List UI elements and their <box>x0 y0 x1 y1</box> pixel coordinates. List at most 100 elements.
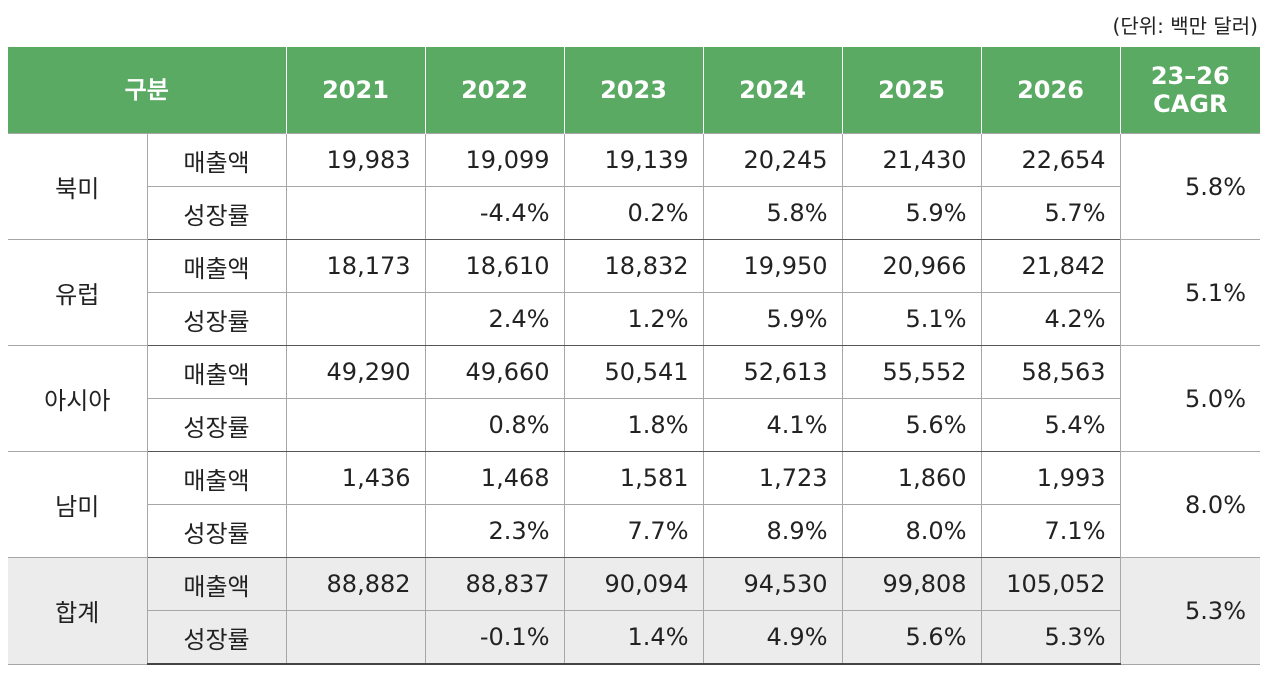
growth-value: 8.9% <box>702 504 843 558</box>
sales-value: 1,468 <box>424 451 565 505</box>
header-year: 2025 <box>841 47 982 134</box>
region-name: 합계 <box>8 557 148 665</box>
growth-value: -0.1% <box>424 610 565 665</box>
growth-value: 5.6% <box>841 398 982 452</box>
growth-value: 4.1% <box>702 398 843 452</box>
table-row-growth: 성장률 2.3% 7.7% 8.9% 8.0% 7.1% <box>8 504 1260 558</box>
cagr-value: 5.1% <box>1119 239 1261 346</box>
header-category: 구분 <box>8 47 287 134</box>
header-row: 구분 2021 2022 2023 2024 2025 2026 23–26 C… <box>8 47 1261 134</box>
sales-value: 18,832 <box>563 239 704 293</box>
sales-value: 94,530 <box>702 557 843 611</box>
growth-value: 2.4% <box>424 292 565 346</box>
sales-value: 20,966 <box>841 239 982 293</box>
growth-value: 0.8% <box>424 398 565 452</box>
growth-value <box>285 398 426 452</box>
metric-label-sales: 매출액 <box>146 345 287 399</box>
sales-value: 50,541 <box>563 345 704 399</box>
header-year: 2024 <box>702 47 843 134</box>
sales-value: 19,139 <box>563 133 704 187</box>
metric-label-growth: 성장률 <box>146 610 287 665</box>
sales-value: 52,613 <box>702 345 843 399</box>
sales-value: 20,245 <box>702 133 843 187</box>
header-cagr-label: CAGR <box>1153 90 1228 118</box>
metric-label-growth: 성장률 <box>146 504 287 558</box>
header-year: 2021 <box>285 47 426 134</box>
growth-value <box>285 186 426 240</box>
table-row-sales: 아시아 매출액 49,290 49,660 50,541 52,613 55,552 58,5… <box>8 345 1261 452</box>
metric-label-growth: 성장률 <box>146 292 287 346</box>
growth-value: 5.1% <box>841 292 982 346</box>
growth-value: 8.0% <box>841 504 982 558</box>
sales-value: 49,660 <box>424 345 565 399</box>
growth-value: 1.8% <box>563 398 704 452</box>
growth-value: 5.9% <box>841 186 982 240</box>
table-row-sales: 유럽 매출액 18,173 18,610 18,832 19,950 20,966 21,84… <box>8 239 1261 346</box>
growth-value: 2.3% <box>424 504 565 558</box>
growth-value: 5.6% <box>841 610 982 665</box>
metric-label-growth: 성장률 <box>146 186 287 240</box>
sales-value: 19,099 <box>424 133 565 187</box>
region-name: 유럽 <box>8 239 148 346</box>
growth-value: 7.1% <box>980 504 1121 558</box>
metric-label-sales: 매출액 <box>146 133 287 187</box>
table-row-sales: 합계 매출액 88,882 88,837 90,094 94,530 99,808 105,0… <box>8 557 1261 665</box>
sales-value: 90,094 <box>563 557 704 611</box>
cagr-value: 8.0% <box>1119 451 1261 558</box>
sales-value: 22,654 <box>980 133 1121 187</box>
growth-value <box>285 504 426 558</box>
sales-value: 1,436 <box>285 451 426 505</box>
growth-value: -4.4% <box>424 186 565 240</box>
metric-label-sales: 매출액 <box>146 239 287 293</box>
table-row-sales: 남미 매출액 1,436 1,468 1,581 1,723 1,860 1,993 8.0% <box>8 451 1261 558</box>
sales-value: 19,983 <box>285 133 426 187</box>
sales-value: 1,723 <box>702 451 843 505</box>
growth-value: 7.7% <box>563 504 704 558</box>
region-name: 남미 <box>8 451 148 558</box>
growth-value: 1.4% <box>563 610 704 665</box>
growth-value: 4.2% <box>980 292 1121 346</box>
sales-value: 18,173 <box>285 239 426 293</box>
sales-value: 105,052 <box>980 557 1121 611</box>
sales-value: 55,552 <box>841 345 982 399</box>
sales-value: 99,808 <box>841 557 982 611</box>
table-row-sales: 북미 매출액 19,983 19,099 19,139 20,245 21,430 22,65… <box>8 133 1261 240</box>
cagr-value: 5.0% <box>1119 345 1261 452</box>
growth-value: 4.9% <box>702 610 843 665</box>
growth-value: 5.4% <box>980 398 1121 452</box>
header-year: 2023 <box>563 47 704 134</box>
table-row-growth: 성장률 -0.1% 1.4% 4.9% 5.6% 5.3% <box>8 610 1260 665</box>
sales-value: 1,993 <box>980 451 1121 505</box>
header-year: 2026 <box>980 47 1121 134</box>
sales-value: 88,837 <box>424 557 565 611</box>
table-row-growth: 성장률 2.4% 1.2% 5.9% 5.1% 4.2% <box>8 292 1260 346</box>
metric-label-sales: 매출액 <box>146 557 287 611</box>
region-name: 아시아 <box>8 345 148 452</box>
sales-value: 1,860 <box>841 451 982 505</box>
sales-value: 21,842 <box>980 239 1121 293</box>
header-cagr-period: 23–26 <box>1150 62 1230 90</box>
metric-label-growth: 성장률 <box>146 398 287 452</box>
metric-label-sales: 매출액 <box>146 451 287 505</box>
sales-value: 18,610 <box>424 239 565 293</box>
header-year: 2022 <box>424 47 565 134</box>
region-name: 북미 <box>8 133 148 240</box>
unit-note: (단위: 백만 달러) <box>1112 14 1258 38</box>
growth-value: 5.9% <box>702 292 843 346</box>
growth-value: 5.7% <box>980 186 1121 240</box>
sales-value: 21,430 <box>841 133 982 187</box>
growth-value <box>285 292 426 346</box>
growth-value <box>285 610 426 665</box>
table-row-growth: 성장률 -4.4% 0.2% 5.8% 5.9% 5.7% <box>8 186 1260 240</box>
regional-sales-table: 구분 2021 2022 2023 2024 2025 2026 23–26 C… <box>8 47 1261 665</box>
growth-value: 5.3% <box>980 610 1121 665</box>
sales-value: 1,581 <box>563 451 704 505</box>
sales-value: 49,290 <box>285 345 426 399</box>
sales-value: 58,563 <box>980 345 1121 399</box>
cagr-value: 5.8% <box>1119 133 1261 240</box>
growth-value: 0.2% <box>563 186 704 240</box>
cagr-value: 5.3% <box>1119 557 1261 665</box>
growth-value: 1.2% <box>563 292 704 346</box>
sales-value: 19,950 <box>702 239 843 293</box>
table-row-growth: 성장률 0.8% 1.8% 4.1% 5.6% 5.4% <box>8 398 1260 452</box>
